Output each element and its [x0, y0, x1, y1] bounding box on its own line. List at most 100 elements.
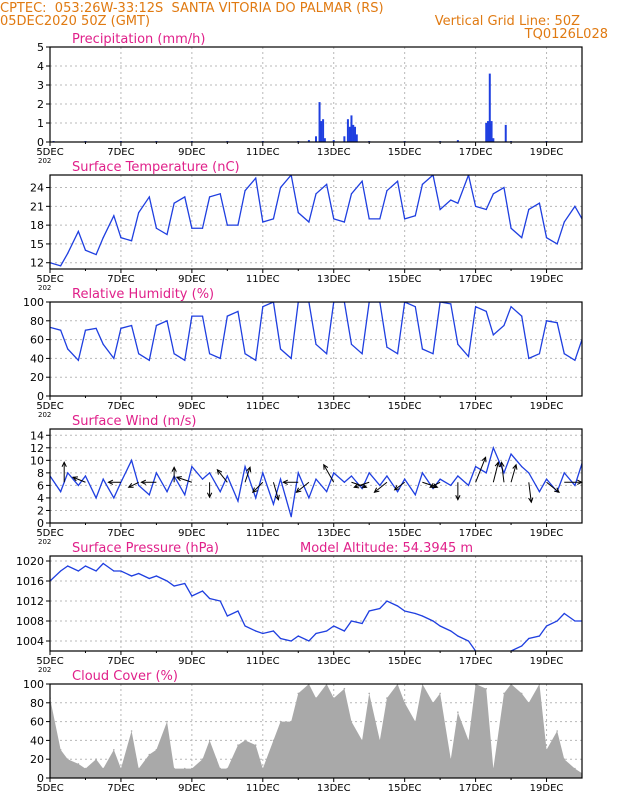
rh-point — [102, 343, 104, 345]
wind-point — [315, 478, 317, 480]
x-tick-label: 9DEC — [178, 783, 205, 794]
wind-point — [396, 491, 399, 493]
rh-point — [503, 324, 505, 327]
x-tick-label: 7DEC — [107, 528, 134, 539]
cloud-point — [545, 749, 548, 751]
wind-arrow-head — [140, 479, 147, 485]
rh-point — [315, 343, 317, 345]
pressure-point — [290, 640, 292, 642]
pressure-point — [84, 565, 87, 567]
wind-point — [255, 497, 257, 499]
precip-bar — [485, 123, 488, 142]
precip-bar — [504, 124, 507, 142]
x-tick-label: 15DEC — [388, 401, 422, 412]
cloud-point — [485, 687, 488, 690]
wind-point — [148, 494, 150, 496]
x-tick-label: 11DEC — [246, 401, 280, 412]
wind-arrow — [176, 476, 193, 483]
wind-point — [343, 481, 345, 483]
cloud-point — [315, 697, 317, 699]
pressure-point — [237, 610, 239, 612]
pressure-point — [326, 630, 328, 632]
temp-point — [315, 193, 317, 195]
wind-point — [510, 453, 512, 455]
x-tick-label: 9DEC — [178, 656, 205, 667]
y-tick-label: 2 — [37, 504, 44, 517]
rh-frame — [49, 301, 583, 397]
pressure-point — [343, 630, 345, 632]
pressure-point — [439, 625, 441, 627]
wind-arrow-head — [361, 483, 368, 489]
wind-arrow — [422, 481, 438, 488]
temp-point — [173, 202, 175, 204]
wind-arrow-head — [512, 463, 518, 470]
precip-bar — [355, 134, 358, 142]
wind-point — [166, 491, 168, 493]
rh-point — [290, 357, 292, 359]
wind-arrow-head — [494, 461, 500, 468]
cloud-frame — [49, 683, 583, 779]
pressure-point — [361, 622, 363, 625]
rh-point — [95, 327, 97, 329]
cloud-point — [503, 692, 505, 695]
temp-point — [155, 227, 157, 229]
x-tick-label: 13DEC — [317, 147, 351, 158]
y-tick-label: 40 — [30, 734, 44, 747]
precip-frame — [49, 46, 583, 143]
cloud-point — [102, 767, 104, 770]
rh-point — [84, 329, 87, 331]
x-tick-label: 13DEC — [317, 783, 351, 794]
rh-point — [432, 353, 434, 355]
precip-bar — [343, 136, 346, 142]
wind-point — [475, 466, 477, 468]
x-year-fragment: 202 — [38, 538, 51, 546]
wind-arrow-head — [274, 494, 280, 501]
rh-point — [184, 359, 186, 361]
pressure-point — [166, 580, 168, 582]
y-tick-label: 20 — [30, 371, 44, 384]
x-year-fragment: 202 — [38, 411, 51, 419]
pressure-point — [113, 570, 115, 572]
y-tick-label: 3 — [37, 79, 44, 92]
temp-point — [361, 180, 363, 182]
x-tick-label: 15DEC — [388, 274, 422, 285]
pressure-point — [396, 605, 399, 607]
cloud-point — [290, 720, 292, 723]
rh-point — [414, 306, 416, 308]
cloud-point — [66, 758, 69, 760]
y-tick-label: 1 — [37, 117, 44, 130]
wind-arrow-head — [127, 483, 134, 488]
model-altitude: Model Altitude: 54.3945 m — [300, 541, 473, 556]
precip-bar — [490, 121, 493, 142]
wind-point — [102, 478, 104, 480]
wind-arrow-head — [455, 495, 461, 501]
rh-point — [60, 329, 62, 331]
y-tick-label: 2 — [37, 98, 44, 111]
pressure-point — [279, 637, 282, 640]
y-tick-label: 0 — [37, 136, 44, 149]
wind-point — [333, 472, 335, 474]
temp-point — [368, 218, 370, 220]
wind-arrow — [296, 481, 310, 493]
temp-frame — [49, 174, 583, 270]
y-tick-label: 20 — [30, 753, 44, 766]
wind-point — [60, 491, 62, 493]
precip-bar — [487, 121, 490, 142]
cloud-point — [173, 767, 175, 770]
rh-point — [120, 327, 122, 329]
wind-arrow-head — [107, 479, 114, 485]
pressure-point — [60, 570, 62, 572]
wind-frame — [49, 428, 583, 524]
pressure-point — [308, 640, 310, 642]
wind-arrow-head — [216, 468, 223, 475]
y-tick-label: 1020 — [16, 555, 44, 568]
temp-point — [350, 193, 353, 195]
wind-point — [67, 472, 69, 474]
rh-point — [201, 315, 204, 317]
cloud-point — [563, 758, 566, 760]
pressure-point — [386, 600, 388, 602]
wind-point — [184, 494, 186, 496]
temp-point — [60, 265, 62, 267]
temp-point — [538, 202, 541, 204]
pressure-point — [333, 625, 335, 627]
